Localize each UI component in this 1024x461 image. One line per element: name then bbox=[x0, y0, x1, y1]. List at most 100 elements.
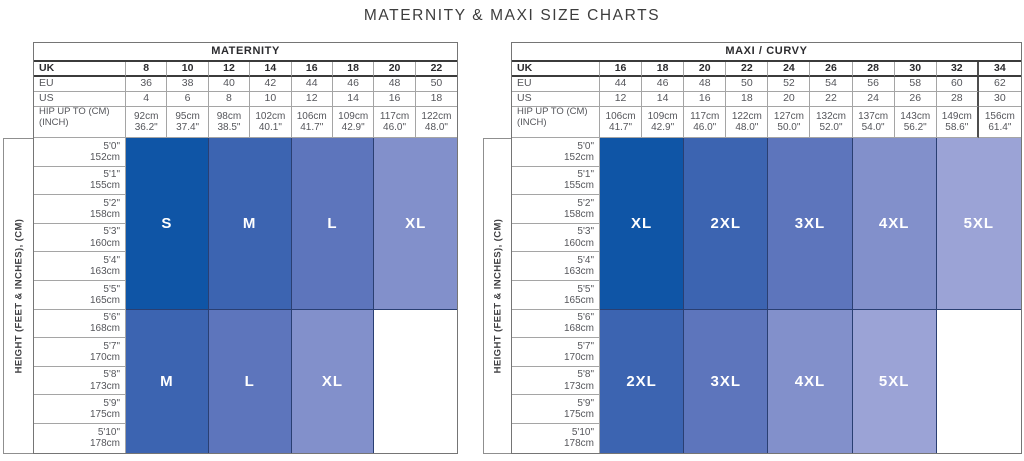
height-value-line: 152cm bbox=[89, 151, 120, 163]
chart-title: MATERNITY bbox=[34, 43, 458, 62]
height-value-line: 5'1" bbox=[577, 169, 594, 181]
hip-value-line: 46.0" bbox=[383, 122, 407, 133]
size-system-row-label: EU bbox=[512, 77, 600, 92]
height-cell: 5'9" 175cm bbox=[512, 395, 600, 425]
height-value-line: 5'3" bbox=[103, 226, 120, 238]
height-value-line: 155cm bbox=[563, 180, 594, 192]
height-cell: 5'2" 158cm bbox=[34, 195, 126, 224]
size-block: XL bbox=[600, 138, 685, 310]
size-block: M bbox=[208, 138, 292, 310]
size-value-cell: 46 bbox=[332, 77, 375, 92]
height-axis-label-text: HEIGHT (FEET & INCHES), (CM) bbox=[13, 218, 25, 374]
height-value-line: 5'6" bbox=[103, 312, 120, 324]
height-value-line: 5'1" bbox=[103, 169, 120, 181]
size-value-cell: 28 bbox=[936, 92, 979, 107]
hip-value-line: 61.4" bbox=[988, 122, 1012, 133]
hip-value-line: 54.0" bbox=[861, 122, 885, 133]
size-value-cell: 30 bbox=[894, 62, 937, 77]
size-block: 2XL bbox=[600, 309, 685, 453]
hip-value-line: 50.0" bbox=[777, 122, 801, 133]
size-value-cell: 24 bbox=[852, 92, 895, 107]
hip-value-cell: 127cm 50.0" bbox=[768, 107, 811, 138]
height-cell: 5'5" 165cm bbox=[34, 281, 126, 310]
height-cell: 5'7" 170cm bbox=[34, 338, 126, 367]
hip-value-cell: 117cm 46.0" bbox=[684, 107, 727, 138]
height-cell: 5'6" 168cm bbox=[34, 309, 126, 339]
hip-value-cell: 143cm 56.2" bbox=[894, 107, 937, 138]
size-block: L bbox=[208, 309, 292, 453]
hip-row-label-line: HIP UP TO (CM) bbox=[39, 106, 110, 117]
size-value-cell: 18 bbox=[726, 92, 769, 107]
height-axis-label-left: HEIGHT (FEET & INCHES), (CM) bbox=[3, 138, 34, 454]
size-system-row-label: UK bbox=[34, 62, 126, 77]
size-value-cell: 24 bbox=[768, 62, 811, 77]
height-value-line: 173cm bbox=[563, 380, 594, 392]
height-value-line: 155cm bbox=[89, 180, 120, 192]
hip-value-cell: 95cm 37.4" bbox=[167, 107, 209, 138]
height-value-line: 170cm bbox=[89, 352, 120, 364]
size-value-cell: 18 bbox=[415, 92, 458, 107]
size-value-cell: 16 bbox=[291, 62, 333, 77]
maxi-curvy-size-table: MAXI / CURVY UK 16 18 20 22 24 26 28 30 32 34 EU 44 46… bbox=[511, 42, 1022, 454]
size-value-cell: 12 bbox=[291, 92, 333, 107]
size-value-cell: 22 bbox=[726, 62, 769, 77]
height-cell: 5'4" 163cm bbox=[34, 252, 126, 282]
size-block: 4XL bbox=[768, 309, 853, 453]
hip-value-line: 98cm bbox=[216, 110, 242, 122]
size-value-cell: 62 bbox=[978, 77, 1021, 92]
size-block-label: 2XL bbox=[626, 372, 657, 390]
height-value-line: 163cm bbox=[563, 266, 594, 278]
size-block-label: L bbox=[327, 214, 338, 232]
empty-block bbox=[374, 309, 458, 453]
height-cell: 5'9" 175cm bbox=[34, 395, 126, 425]
size-block-label: 3XL bbox=[710, 372, 742, 390]
hip-row-label: HIP UP TO (CM) (INCH) bbox=[34, 106, 126, 138]
height-value-line: 5'7" bbox=[103, 340, 120, 352]
height-value-line: 178cm bbox=[89, 438, 120, 450]
height-value-line: 5'9" bbox=[577, 398, 594, 410]
height-value-line: 170cm bbox=[563, 352, 594, 364]
height-value-line: 175cm bbox=[89, 409, 120, 421]
height-value-line: 173cm bbox=[89, 380, 120, 392]
height-axis-label-right: HEIGHT (FEET & INCHES), (CM) bbox=[483, 138, 512, 454]
size-block-label: 2XL bbox=[710, 214, 742, 232]
hip-value-line: 102cm bbox=[255, 110, 286, 122]
size-block-label: M bbox=[242, 214, 257, 232]
height-value-line: 5'3" bbox=[577, 226, 594, 238]
hip-value-cell: 98cm 38.5" bbox=[208, 107, 251, 138]
height-value-line: 158cm bbox=[89, 209, 120, 221]
hip-value-line: 42.9" bbox=[651, 122, 675, 133]
height-cell: 5'0" 152cm bbox=[512, 138, 600, 167]
hip-value-line: 122cm bbox=[421, 110, 452, 122]
hip-value-line: 41.7" bbox=[609, 122, 633, 133]
hip-value-line: 37.4" bbox=[176, 122, 200, 133]
height-value-line: 5'9" bbox=[103, 398, 120, 410]
size-value-cell: 14 bbox=[332, 92, 375, 107]
height-cell: 5'4" 163cm bbox=[512, 252, 600, 282]
hip-value-line: 95cm bbox=[175, 110, 200, 122]
chart-title: MAXI / CURVY bbox=[512, 43, 1021, 62]
page-title: MATERNITY & MAXI SIZE CHARTS bbox=[363, 7, 661, 24]
size-value-cell: 10 bbox=[250, 92, 292, 107]
size-value-cell: 8 bbox=[126, 62, 168, 77]
hip-value-cell: 122cm 48.0" bbox=[726, 107, 769, 138]
size-block-label: 3XL bbox=[794, 214, 826, 232]
height-value-line: 168cm bbox=[89, 323, 120, 335]
hip-value-cell: 106cm 41.7" bbox=[291, 107, 333, 138]
height-value-line: 175cm bbox=[563, 409, 594, 421]
hip-row-label-line: (INCH) bbox=[517, 116, 547, 128]
size-value-cell: 26 bbox=[894, 92, 937, 107]
size-value-cell: 20 bbox=[684, 62, 727, 77]
size-block-label: 5XL bbox=[878, 372, 910, 390]
size-value-cell: 56 bbox=[852, 77, 895, 92]
size-block-label: 4XL bbox=[878, 214, 910, 232]
height-value-line: 160cm bbox=[89, 237, 120, 249]
size-value-cell: 52 bbox=[768, 77, 811, 92]
height-value-line: 178cm bbox=[563, 438, 594, 450]
size-value-cell: 38 bbox=[167, 77, 209, 92]
size-block: 5XL bbox=[936, 138, 1021, 310]
height-cell: 5'6" 168cm bbox=[512, 309, 600, 339]
height-cell: 5'0" 152cm bbox=[34, 138, 126, 167]
height-value-line: 5'0" bbox=[103, 140, 120, 152]
size-value-cell: 32 bbox=[936, 62, 979, 77]
